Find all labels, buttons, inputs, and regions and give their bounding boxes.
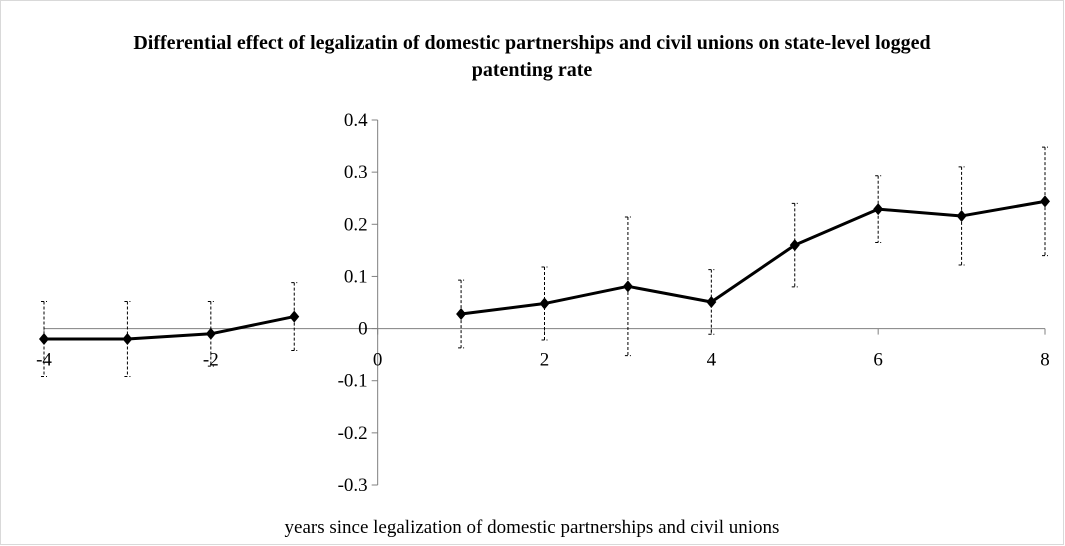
y-tick-label: -0.2 [338,423,368,444]
marker [1040,195,1050,208]
error-bar [958,166,965,266]
y-tick-label: 0.4 [344,110,368,131]
series-line [44,199,1046,341]
y-tick-label: 0 [358,319,368,340]
chart-title: Differential effect of legalizatin of do… [133,32,931,81]
error-bar [458,279,465,349]
marker [289,310,300,323]
x-axis-label: years since legalization of domestic par… [285,517,780,538]
marker [39,333,49,345]
x-tick-label: -2 [203,350,219,371]
y-tick-label: -0.3 [338,475,368,496]
error-bar [624,216,631,357]
marker [956,209,967,222]
marker [456,307,467,320]
marker [622,280,633,293]
marker [873,203,884,216]
error-bar [1042,146,1048,257]
marker [539,297,550,310]
x-tick-label: 6 [873,350,883,371]
y-tick-label: 0.2 [344,214,368,235]
error-bar [291,282,298,351]
x-tick-label: 2 [540,350,550,371]
y-tick-label: 0.3 [344,162,368,183]
y-tick-label: -0.1 [338,371,368,392]
marker [205,327,216,340]
error-bar [875,175,882,244]
x-tick-label: -4 [36,350,52,371]
marker [706,295,717,308]
y-tick-label: 0.1 [344,266,368,287]
x-tick-label: 4 [707,350,717,371]
x-tick-label: 8 [1040,350,1050,371]
marker [122,333,133,345]
x-tick-label: 0 [373,350,383,371]
marker [789,239,800,252]
